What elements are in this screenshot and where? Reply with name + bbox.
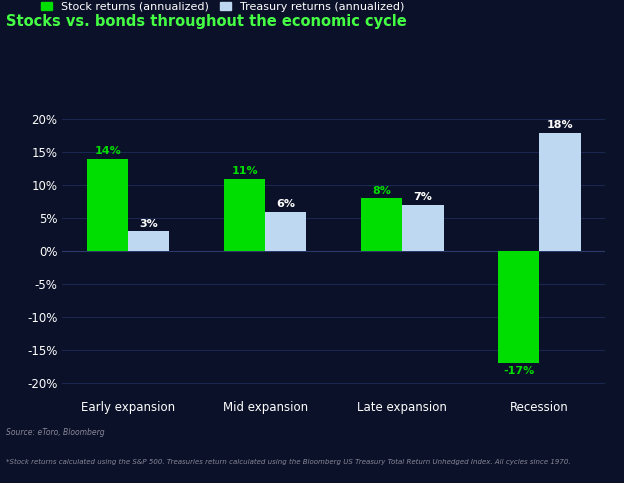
Text: *Stock returns calculated using the S&P 500. Treasuries return calculated using : *Stock returns calculated using the S&P … [6,458,571,465]
Text: 6%: 6% [276,199,295,209]
Bar [540,133,580,251]
Text: Stocks vs. bonds throughout the economic cycle: Stocks vs. bonds throughout the economic… [6,14,407,29]
Text: 11%: 11% [232,166,258,176]
Bar [402,205,444,251]
Text: Source: eToro, Bloomberg: Source: eToro, Bloomberg [6,428,105,437]
Bar [265,212,306,251]
Bar [128,231,169,251]
Bar [224,179,265,251]
Bar [499,251,540,363]
Bar [361,199,402,251]
Text: 7%: 7% [414,192,432,202]
Text: -17%: -17% [504,366,535,376]
Text: 8%: 8% [373,186,391,196]
Text: 18%: 18% [547,120,573,130]
Text: 14%: 14% [94,146,121,156]
Bar [87,159,128,251]
Text: 3%: 3% [139,219,158,229]
Legend: Stock returns (annualized), Treasury returns (annualized): Stock returns (annualized), Treasury ret… [41,2,404,12]
